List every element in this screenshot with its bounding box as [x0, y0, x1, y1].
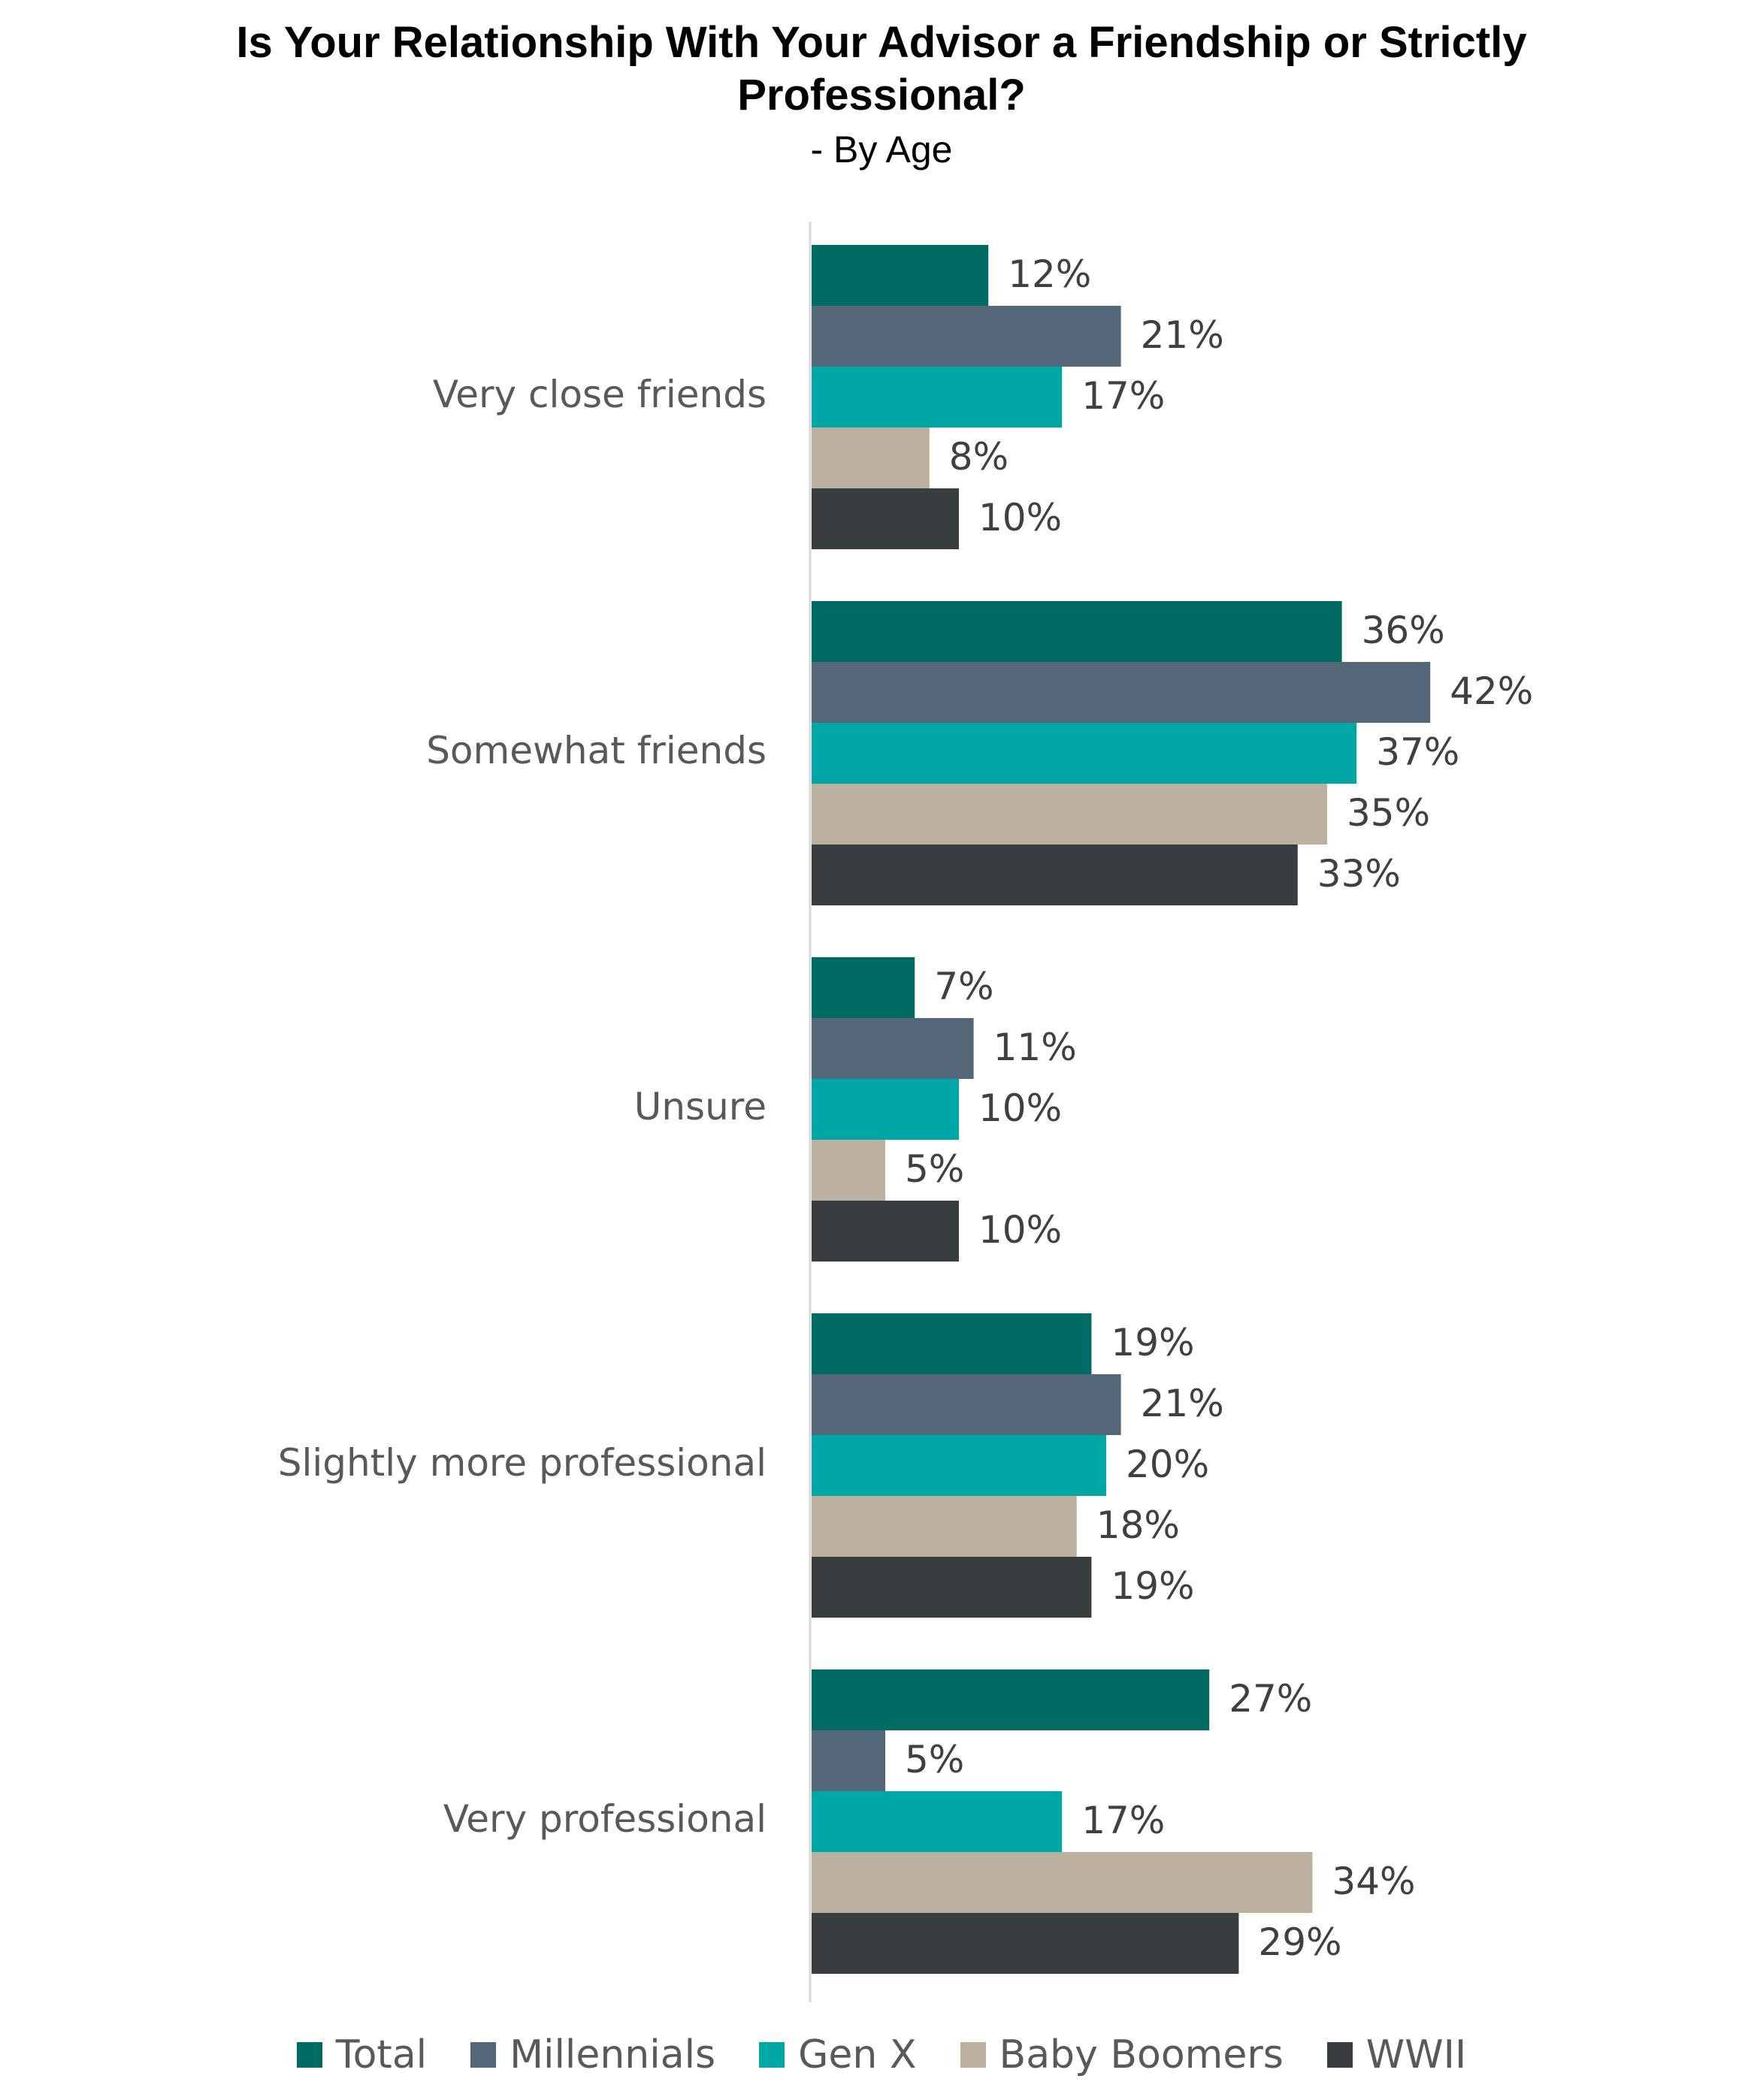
legend: Total Millennials Gen X Baby Boomers WWII	[0, 2032, 1763, 2077]
bar-very-close-friends-millennials	[812, 306, 1121, 367]
category-label-very-professional: Very professional	[443, 1797, 767, 1841]
bar-somewhat-friends-gen-x	[812, 723, 1357, 784]
value-label-unsure-wwii: 10%	[978, 1208, 1062, 1252]
value-label-very-close-friends-baby-boomers: 8%	[949, 435, 1009, 479]
category-label-somewhat-friends: Somewhat friends	[426, 729, 767, 772]
bar-unsure-baby-boomers	[812, 1140, 885, 1201]
bar-chart: Very close friends Somewhat friends Unsure…	[278, 222, 1533, 2002]
value-label-very-professional-millennials: 5%	[905, 1738, 964, 1781]
bar-very-close-friends-total	[812, 245, 989, 306]
bar-very-close-friends-gen-x	[812, 367, 1063, 428]
bar-unsure-total	[812, 957, 915, 1018]
bar-very-professional-baby-boomers	[812, 1852, 1313, 1913]
value-label-somewhat-friends-wwii: 33%	[1317, 852, 1401, 896]
bar-slightly-more-professional-wwii	[812, 1557, 1092, 1618]
legend-swatch-gen-x	[759, 2042, 785, 2068]
legend-item-wwii: WWII	[1326, 2032, 1467, 2077]
bar-very-professional-total	[812, 1669, 1210, 1730]
category-label-unsure: Unsure	[634, 1085, 767, 1129]
category-labels-group: Very close friends Somewhat friends Unsure…	[278, 373, 767, 1841]
chart-title-block: Is Your Relationship With Your Advisor a…	[0, 17, 1763, 174]
value-label-very-close-friends-total: 12%	[1008, 252, 1091, 296]
chart-title-line-2: Professional?	[737, 71, 1026, 119]
bar-very-professional-gen-x	[812, 1791, 1063, 1852]
legend-swatch-millennials	[470, 2042, 497, 2068]
value-label-very-close-friends-wwii: 10%	[978, 496, 1062, 539]
value-label-somewhat-friends-total: 36%	[1362, 609, 1445, 652]
value-label-unsure-gen-x: 10%	[978, 1086, 1062, 1130]
bar-slightly-more-professional-millennials	[812, 1374, 1121, 1435]
legend-label-total: Total	[335, 2032, 428, 2077]
value-label-very-professional-gen-x: 17%	[1081, 1799, 1165, 1842]
legend-label-millennials: Millennials	[510, 2032, 716, 2077]
category-label-slightly-more-professional: Slightly more professional	[278, 1441, 767, 1485]
category-label-very-close-friends: Very close friends	[433, 373, 767, 416]
bar-very-professional-millennials	[812, 1730, 885, 1791]
value-label-slightly-more-professional-total: 19%	[1111, 1321, 1194, 1364]
legend-item-gen-x: Gen X	[759, 2032, 917, 2077]
bar-somewhat-friends-total	[812, 601, 1342, 662]
value-label-unsure-millennials: 11%	[993, 1026, 1077, 1069]
value-label-very-professional-wwii: 29%	[1258, 1920, 1341, 1964]
value-label-slightly-more-professional-baby-boomers: 18%	[1096, 1503, 1180, 1547]
value-label-somewhat-friends-gen-x: 37%	[1376, 730, 1459, 774]
bar-very-close-friends-baby-boomers	[812, 428, 930, 488]
value-label-slightly-more-professional-wwii: 19%	[1111, 1564, 1194, 1608]
bar-slightly-more-professional-total	[812, 1313, 1092, 1374]
bar-very-professional-wwii	[812, 1913, 1239, 1974]
bar-somewhat-friends-baby-boomers	[812, 784, 1327, 845]
legend-label-baby-boomers: Baby Boomers	[999, 2032, 1284, 2077]
value-label-very-professional-total: 27%	[1229, 1677, 1312, 1721]
bar-unsure-wwii	[812, 1201, 959, 1262]
value-label-slightly-more-professional-millennials: 21%	[1141, 1382, 1224, 1425]
bar-very-close-friends-wwii	[812, 488, 959, 549]
value-label-somewhat-friends-millennials: 42%	[1450, 669, 1533, 713]
legend-swatch-total	[296, 2042, 322, 2068]
chart-title-line-1: Is Your Relationship With Your Advisor a…	[236, 18, 1527, 67]
legend-swatch-wwii	[1326, 2042, 1353, 2068]
legend-label-gen-x: Gen X	[798, 2032, 917, 2077]
bar-slightly-more-professional-baby-boomers	[812, 1496, 1077, 1557]
chart-subtitle: - By Age	[810, 128, 953, 171]
value-label-very-professional-baby-boomers: 34%	[1332, 1860, 1415, 1903]
legend-label-wwii: WWII	[1365, 2032, 1467, 2077]
value-label-somewhat-friends-baby-boomers: 35%	[1347, 791, 1430, 835]
bar-somewhat-friends-millennials	[812, 662, 1431, 723]
value-label-unsure-baby-boomers: 5%	[905, 1147, 964, 1191]
bars-group	[812, 245, 1431, 1974]
bar-slightly-more-professional-gen-x	[812, 1435, 1106, 1496]
bar-unsure-millennials	[812, 1018, 974, 1079]
legend-item-millennials: Millennials	[470, 2032, 715, 2077]
value-labels-group: 12% 21% 17% 8% 10% 36%42% 37% 35% 33% 7%11% 10% 5% 1…	[905, 252, 1533, 1964]
bar-unsure-gen-x	[812, 1079, 959, 1140]
legend-item-total: Total	[296, 2032, 428, 2077]
legend-swatch-baby-boomers	[960, 2042, 986, 2068]
legend-item-baby-boomers: Baby Boomers	[960, 2032, 1284, 2077]
value-label-slightly-more-professional-gen-x: 20%	[1126, 1443, 1209, 1486]
value-label-very-close-friends-gen-x: 17%	[1081, 374, 1165, 418]
bar-somewhat-friends-wwii	[812, 845, 1298, 905]
value-label-unsure-total: 7%	[934, 965, 993, 1008]
value-label-very-close-friends-millennials: 21%	[1141, 313, 1224, 357]
